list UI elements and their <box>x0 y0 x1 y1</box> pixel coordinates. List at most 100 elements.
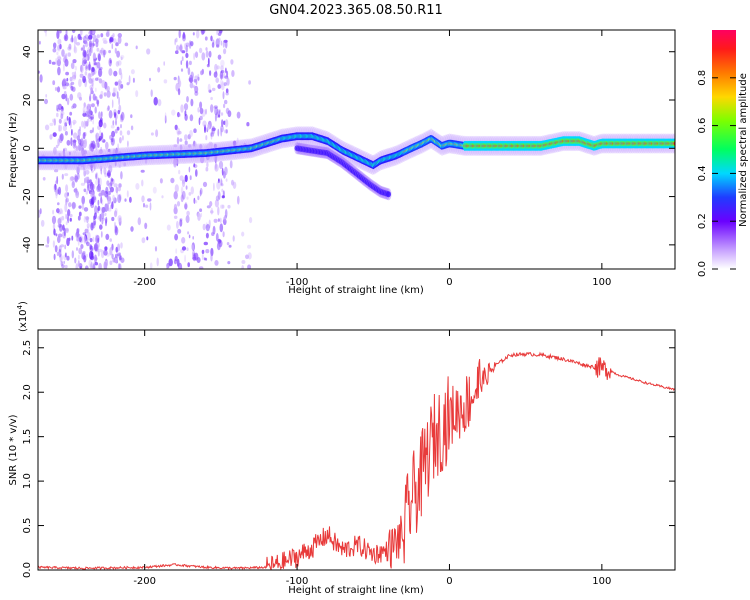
noise-speckle <box>117 143 119 152</box>
noise-speckle <box>83 235 87 244</box>
noise-speckle <box>64 131 68 136</box>
noise-speckle <box>63 118 68 126</box>
noise-speckle <box>99 49 103 54</box>
noise-speckle <box>171 109 176 116</box>
noise-speckle <box>98 111 101 119</box>
noise-speckle <box>72 139 77 143</box>
noise-speckle <box>55 144 59 149</box>
noise-speckle <box>85 191 89 195</box>
noise-speckle <box>181 237 186 244</box>
noise-speckle <box>220 183 224 187</box>
noise-speckle <box>205 108 207 115</box>
noise-speckle <box>221 188 224 193</box>
noise-speckle <box>190 98 194 107</box>
noise-speckle <box>95 132 100 140</box>
noise-speckle <box>120 255 122 261</box>
noise-speckle <box>224 129 228 134</box>
noise-speckle <box>113 70 118 77</box>
noise-speckle <box>222 219 226 223</box>
noise-speckle <box>185 60 189 69</box>
noise-speckle <box>89 245 94 252</box>
noise-speckle <box>70 81 75 85</box>
noise-speckle <box>227 204 231 209</box>
noise-speckle <box>68 151 71 156</box>
noise-speckle <box>212 39 215 45</box>
noise-speckle <box>65 184 69 193</box>
noise-speckle <box>92 30 95 34</box>
noise-speckle <box>55 192 58 199</box>
colorbar-tick-label: 0.0 <box>697 261 708 277</box>
noise-speckle <box>82 44 86 51</box>
noise-speckle <box>77 254 80 260</box>
noise-speckle <box>54 183 57 191</box>
noise-speckle <box>205 47 208 51</box>
noise-speckle <box>59 224 63 232</box>
noise-speckle <box>99 129 102 136</box>
noise-speckle <box>213 71 218 78</box>
noise-speckle <box>104 212 107 216</box>
noise-speckle <box>207 57 210 66</box>
noise-speckle <box>71 180 76 189</box>
noise-speckle <box>201 30 206 34</box>
noise-speckle <box>202 120 207 127</box>
noise-speckle <box>95 173 97 180</box>
noise-speckle <box>231 179 234 186</box>
noise-speckle <box>211 127 216 132</box>
noise-speckle <box>188 166 191 173</box>
noise-speckle <box>210 104 214 113</box>
noise-speckle <box>84 38 88 47</box>
noise-speckle <box>166 224 171 231</box>
noise-speckle <box>208 141 212 146</box>
noise-speckle <box>189 82 194 89</box>
noise-speckle <box>150 89 153 97</box>
noise-speckle <box>59 254 63 263</box>
noise-speckle <box>173 76 177 81</box>
noise-speckle <box>194 85 199 94</box>
noise-speckle <box>208 50 212 58</box>
noise-speckle <box>118 263 122 269</box>
noise-speckle <box>219 217 222 224</box>
noise-speckle <box>231 70 235 77</box>
noise-speckle <box>61 173 64 180</box>
noise-speckle <box>57 66 61 76</box>
noise-speckle <box>98 68 103 77</box>
noise-speckle <box>198 117 201 126</box>
noise-speckle <box>40 219 45 227</box>
noise-speckle <box>114 129 118 134</box>
noise-speckle <box>97 53 101 62</box>
noise-speckle <box>95 142 98 151</box>
noise-speckle <box>170 177 175 184</box>
noise-speckle <box>95 77 99 81</box>
noise-speckle <box>78 143 82 152</box>
noise-speckle <box>71 235 74 241</box>
noise-speckle <box>216 65 220 70</box>
noise-speckle <box>204 36 208 41</box>
noise-speckle <box>202 181 208 188</box>
noise-speckle <box>58 248 62 258</box>
noise-speckle <box>210 254 213 262</box>
x-tick-label: 100 <box>592 576 611 587</box>
noise-speckle <box>220 81 225 91</box>
noise-speckle <box>115 42 119 47</box>
noise-speckle <box>77 139 82 145</box>
noise-speckle <box>216 242 221 251</box>
noise-speckle <box>98 177 100 187</box>
noise-speckle <box>83 40 88 44</box>
noise-speckle <box>69 176 73 182</box>
noise-speckle <box>132 77 135 83</box>
noise-speckle <box>90 87 93 92</box>
noise-speckle <box>112 92 116 97</box>
noise-speckle <box>71 250 75 259</box>
noise-speckle <box>179 219 183 227</box>
noise-speckle <box>157 99 162 107</box>
noise-speckle <box>94 262 99 266</box>
noise-speckle <box>84 149 87 155</box>
noise-speckle <box>223 39 228 43</box>
noise-speckle <box>90 164 93 171</box>
noise-speckle <box>100 112 103 121</box>
noise-speckle <box>159 178 163 184</box>
noise-speckle <box>77 129 81 137</box>
noise-speckle <box>94 87 97 93</box>
noise-speckle <box>51 215 57 225</box>
